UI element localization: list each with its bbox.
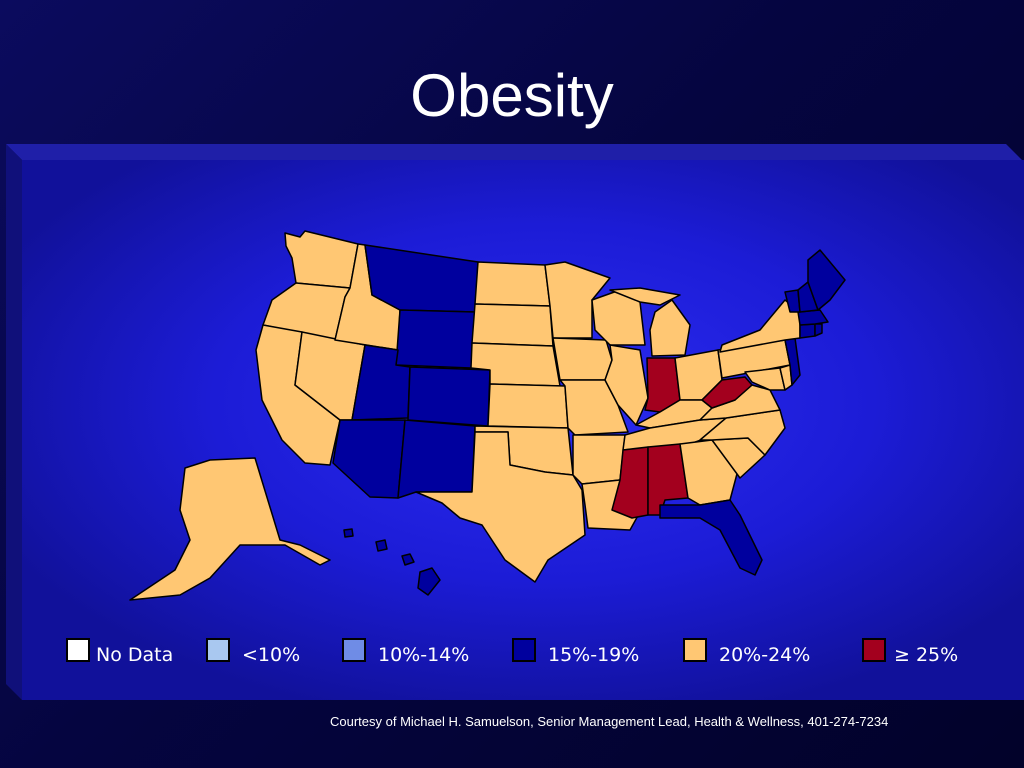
state-hawaii-kauai xyxy=(343,528,354,538)
state-arkansas xyxy=(572,434,626,485)
state-kansas xyxy=(487,383,569,429)
legend-swatch-no-data xyxy=(66,638,90,662)
legend-swatch-lt10 xyxy=(206,638,230,662)
legend: No Data <10% 10%-14% 15%-19% 20%-24% ≥ 2… xyxy=(0,636,1024,680)
legend-label-lt10: <10% xyxy=(242,644,301,666)
panel-bevel-top xyxy=(6,144,1022,160)
state-michigan xyxy=(649,299,691,357)
legend-label-20-24: 20%-24% xyxy=(719,644,811,666)
legend-swatch-10-14 xyxy=(342,638,366,662)
us-map xyxy=(129,230,846,601)
legend-label-15-19: 15%-19% xyxy=(548,644,640,666)
state-iowa xyxy=(552,337,613,381)
state-maine xyxy=(807,249,846,311)
credit-line: Courtesy of Michael H. Samuelson, Senior… xyxy=(330,714,889,729)
state-alaska xyxy=(129,457,331,601)
state-hawaii-oahu xyxy=(375,539,388,552)
panel-bevel-left xyxy=(6,144,22,700)
legend-label-no-data: No Data xyxy=(96,644,174,666)
state-colorado xyxy=(407,366,491,427)
state-rhode-island xyxy=(814,323,823,337)
legend-label-ge25: ≥ 25% xyxy=(894,644,959,666)
state-wyoming xyxy=(395,309,476,369)
state-illinois xyxy=(604,344,649,426)
state-michigan-upper xyxy=(609,287,681,306)
state-florida xyxy=(659,499,763,576)
state-south-dakota xyxy=(471,303,554,347)
state-maryland xyxy=(744,367,786,391)
legend-swatch-ge25 xyxy=(862,638,886,662)
state-new-mexico xyxy=(397,419,476,499)
state-texas xyxy=(415,431,586,583)
state-hawaii-maui xyxy=(401,553,415,566)
state-connecticut xyxy=(799,323,816,339)
state-minnesota xyxy=(544,261,611,339)
slide-title: Obesity xyxy=(410,62,614,129)
state-west-virginia xyxy=(701,376,753,409)
state-hawaii xyxy=(417,567,441,596)
legend-swatch-20-24 xyxy=(683,638,707,662)
legend-swatch-15-19 xyxy=(512,638,536,662)
state-north-dakota xyxy=(474,261,551,307)
legend-label-10-14: 10%-14% xyxy=(378,644,470,666)
